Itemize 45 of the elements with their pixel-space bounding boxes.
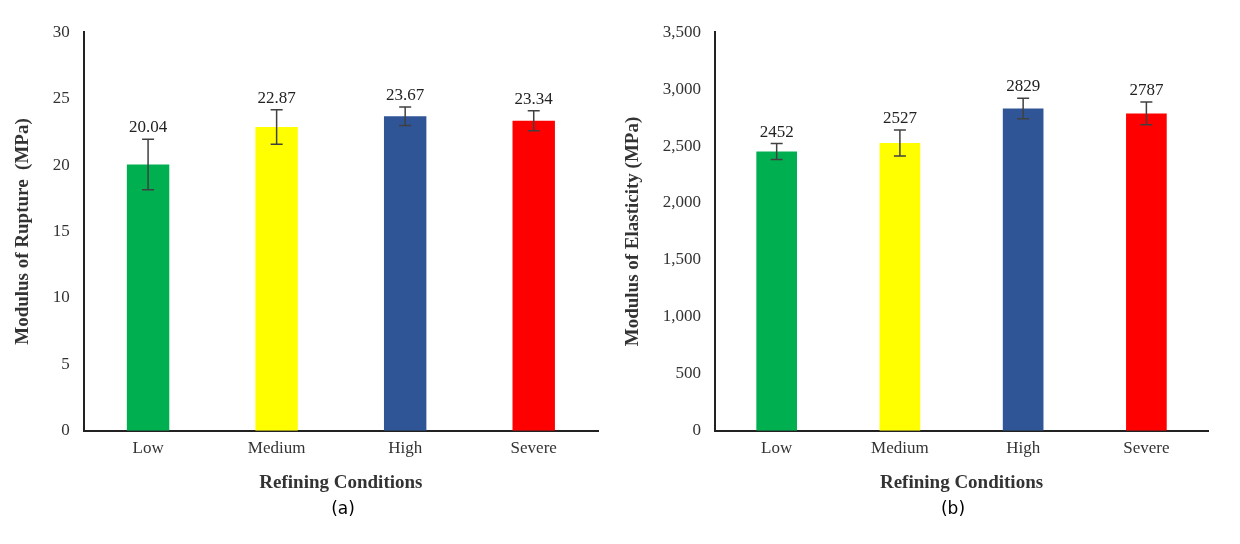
x-tick-label: Severe: [1123, 438, 1170, 458]
y-tick-label: 1,000: [662, 306, 702, 326]
bar: [879, 143, 921, 431]
data-label: 2452: [759, 121, 794, 141]
x-tick-label: Medium: [247, 438, 306, 458]
y-axis-title: Modulus of Rupture (MPa): [11, 118, 34, 345]
x-axis-title: Refining Conditions: [259, 470, 423, 492]
y-tick-label: 3,500: [662, 21, 702, 41]
x-tick-label: Severe: [510, 438, 557, 458]
text: (a): [330, 498, 356, 518]
y-tick-label: 3,000: [662, 78, 702, 98]
bar: [512, 120, 555, 431]
y-tick-label: 2,500: [662, 135, 702, 155]
text: (b): [939, 498, 967, 518]
y-tick-label: 30: [52, 21, 70, 41]
data-label: 2829: [1006, 76, 1041, 96]
x-tick-label: Low: [132, 438, 165, 458]
bar: [255, 126, 298, 431]
x-tick-label: High: [388, 438, 423, 458]
y-tick-label: 1,500: [662, 249, 702, 269]
bar: [756, 151, 797, 431]
y-tick-label: 5: [61, 353, 70, 373]
bar: [126, 164, 170, 431]
y-tick-label: 0: [61, 420, 70, 440]
y-tick-label: 2,000: [662, 192, 702, 212]
x-tick-label: Low: [761, 438, 793, 458]
y-tick-label: 25: [52, 88, 70, 108]
data-label: 2787: [1129, 79, 1164, 99]
data-label: 20.04: [128, 117, 168, 137]
data-label: 23.67: [386, 84, 425, 104]
data-label: 23.34: [514, 88, 554, 108]
y-tick-label: 10: [52, 287, 70, 307]
bar: [383, 116, 427, 431]
y-axis-title: Modulus of Elasticity (MPa): [621, 116, 644, 347]
x-axis-title: Refining Conditions: [879, 470, 1044, 492]
data-label: 2527: [882, 107, 918, 127]
y-tick-label: 500: [675, 363, 702, 383]
bar: [1126, 113, 1167, 431]
bar: [1002, 108, 1044, 431]
y-tick-label: 20: [52, 154, 70, 174]
data-label: 22.87: [257, 87, 297, 107]
y-tick-label: 0: [692, 420, 702, 440]
x-tick-label: Medium: [871, 438, 929, 458]
y-tick-label: 15: [52, 220, 70, 240]
x-tick-label: High: [1006, 438, 1041, 458]
